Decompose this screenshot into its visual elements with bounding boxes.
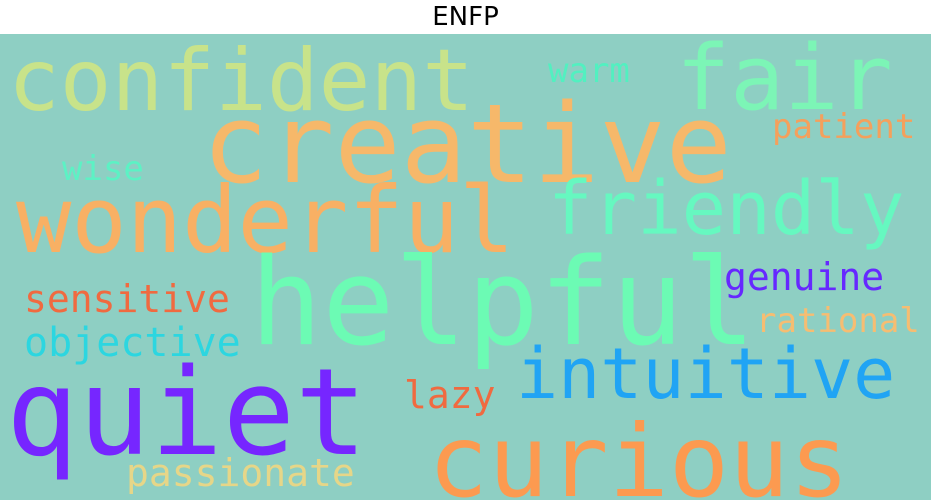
- cloud-word-warm: warm: [548, 51, 630, 91]
- cloud-word-helpful: helpful: [250, 234, 756, 373]
- cloud-word-passionate: passionate: [126, 451, 355, 495]
- cloud-word-creative: creative: [202, 80, 732, 208]
- cloud-word-lazy: lazy: [404, 373, 496, 417]
- cloud-word-objective: objective: [24, 320, 241, 366]
- cloud-word-patient: patient: [772, 107, 915, 147]
- cloud-word-fair: fair: [676, 34, 893, 131]
- figure-title: ENFP: [432, 2, 499, 32]
- cloud-word-wonderful: wonderful: [16, 167, 515, 274]
- cloud-word-curious: curious: [428, 403, 849, 500]
- cloud-word-intuitive: intuitive: [516, 333, 895, 415]
- cloud-word-quiet: quiet: [6, 344, 367, 483]
- cloud-word-genuine: genuine: [724, 255, 884, 299]
- word-cloud: confident fair warm creative patient wise wond…: [0, 34, 931, 500]
- cloud-word-confident: confident: [8, 34, 474, 131]
- cloud-word-wise: wise: [62, 149, 144, 189]
- cloud-word-sensitive: sensitive: [24, 277, 230, 321]
- cloud-word-friendly: friendly: [548, 166, 904, 252]
- cloud-word-rational: rational: [756, 301, 920, 341]
- cloud-background: [0, 34, 931, 500]
